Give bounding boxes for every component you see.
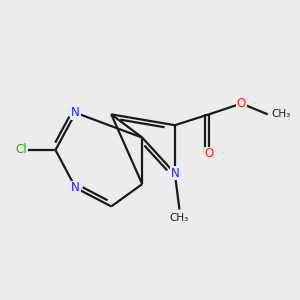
Text: O: O [204, 147, 214, 160]
Text: Cl: Cl [16, 143, 27, 157]
Text: CH₃: CH₃ [170, 213, 189, 223]
Text: O: O [237, 97, 246, 110]
Text: N: N [170, 167, 179, 180]
Text: CH₃: CH₃ [271, 110, 290, 119]
Text: N: N [71, 106, 80, 119]
Text: N: N [71, 181, 80, 194]
